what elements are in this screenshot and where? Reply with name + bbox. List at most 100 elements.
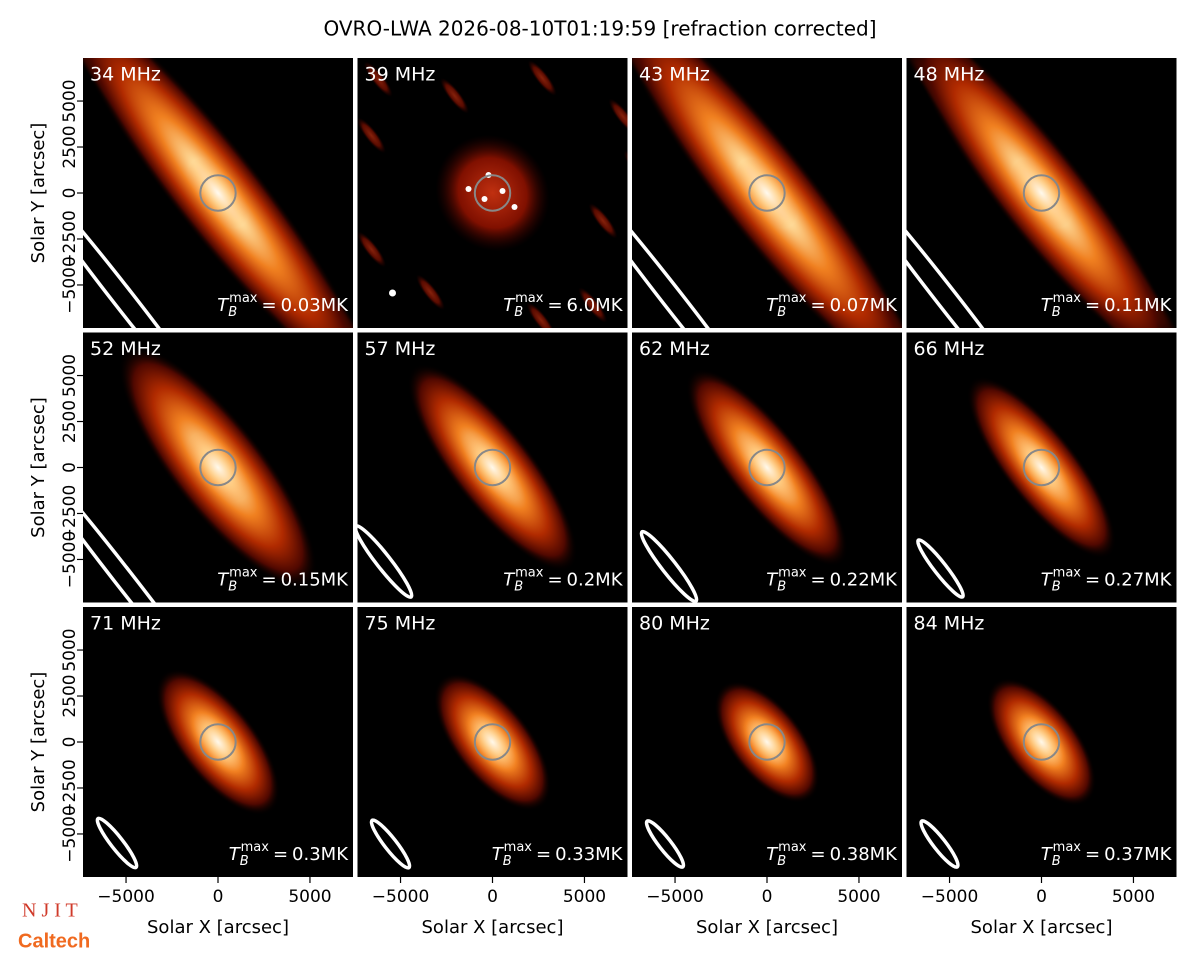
tb-sup: max [1053,565,1082,580]
logo-njit: N J I T [22,900,78,922]
tb-max-label: TBmax = 0.22MK [766,565,898,594]
tb-max-label: TBmax = 0.03MK [217,291,349,320]
solar-disk [473,723,512,761]
tb-sup: max [515,565,544,580]
solar-disk [473,448,512,487]
panel [632,607,902,877]
panel [357,58,628,328]
tb-equals: = [536,844,551,865]
tb-value: 6.0MK [567,295,624,316]
x-tick-label: −5000 [921,887,979,907]
beam [369,818,412,870]
tb-symbol: T [503,570,516,591]
tb-sub: B [777,854,786,869]
tb-symbol: T [229,844,242,865]
panel [906,332,1177,603]
tb-value: 0.22MK [830,570,899,591]
source-core [189,708,247,776]
frequency-label: 71 MHz [90,613,161,635]
tb-sub: B [228,579,237,594]
tb-value: 0.2MK [567,570,624,591]
tb-sub: B [1052,305,1061,320]
solar-disk [748,174,786,212]
tb-equals: = [547,570,562,591]
tb-sub: B [228,305,237,320]
tb-equals: = [1085,570,1100,591]
tb-equals: = [261,295,276,316]
source-core [465,710,520,774]
source-core [187,432,249,503]
tb-sup: max [515,291,544,306]
source-core [463,433,522,502]
logo-caltech: Caltech [18,930,90,952]
tb-sup: max [778,840,807,855]
tb-sub: B [1052,579,1061,594]
frequency-label: 84 MHz [914,613,985,635]
beam [644,819,686,869]
tb-symbol: T [503,295,516,316]
noise-blob [416,274,445,310]
tb-sub: B [514,579,523,594]
beam [357,524,414,599]
frequency-label: 80 MHz [639,613,710,635]
x-axis-label: Solar X [arcsec] [147,917,289,938]
frequency-label: 52 MHz [90,338,161,360]
tb-sub: B [514,305,523,320]
source-core [1011,158,1072,228]
tb-equals: = [810,570,825,591]
panel [632,58,902,328]
tb-max-label: TBmax = 0.11MK [1041,291,1173,320]
tb-symbol: T [1041,295,1054,316]
bright-spot [499,188,506,194]
source-image [686,368,848,567]
frequency-label: 75 MHz [365,613,436,635]
x-tick-label: 0 [213,887,224,907]
solar-disk [1022,723,1061,761]
beam [639,529,699,603]
solar-disk [199,723,237,761]
tb-value: 0.11MK [1104,295,1173,316]
source-image [357,60,628,328]
tb-symbol: T [217,570,230,591]
y-tick-label: 5000 [60,628,80,671]
noise-blob [588,203,618,239]
noise-region [412,111,573,275]
source-image [118,345,318,590]
noise-blob [440,78,469,114]
x-axis-label: Solar X [arcsec] [696,917,838,938]
y-tick-label: 5000 [60,354,80,397]
y-tick-label: 5000 [60,79,80,122]
frequency-label: 34 MHz [90,64,161,86]
tb-sub: B [1052,854,1061,869]
tb-max-label: TBmax = 0.07MK [766,291,898,320]
tb-sup: max [778,565,807,580]
tb-equals: = [547,295,562,316]
tb-sup: max [229,291,258,306]
tb-max-label: TBmax = 0.37MK [1041,840,1173,869]
tb-symbol: T [1041,844,1054,865]
beam [916,538,965,599]
source-image [156,668,280,816]
x-tick-label: 5000 [288,887,331,907]
tb-equals: = [1085,844,1100,865]
frequency-label: 62 MHz [639,338,710,360]
x-axis-label: Solar X [arcsec] [971,917,1113,938]
beam [95,816,139,870]
x-tick-label: 5000 [837,887,880,907]
y-tick-label: −5000 [60,805,80,863]
beam [83,162,230,328]
x-tick-label: −5000 [646,887,704,907]
source-core [187,158,249,228]
tb-max-label: TBmax = 0.33MK [492,840,624,869]
x-tick-label: −5000 [97,887,155,907]
noise-blob [527,60,557,96]
tb-sub: B [777,579,786,594]
x-tick-label: 0 [487,887,498,907]
noise-blob [526,302,556,328]
y-tick-label: 0 [60,188,80,199]
y-axis-label: Solar Y [arcsec] [28,123,49,264]
panel [906,607,1177,877]
tb-sup: max [504,840,533,855]
source-core [737,433,797,502]
